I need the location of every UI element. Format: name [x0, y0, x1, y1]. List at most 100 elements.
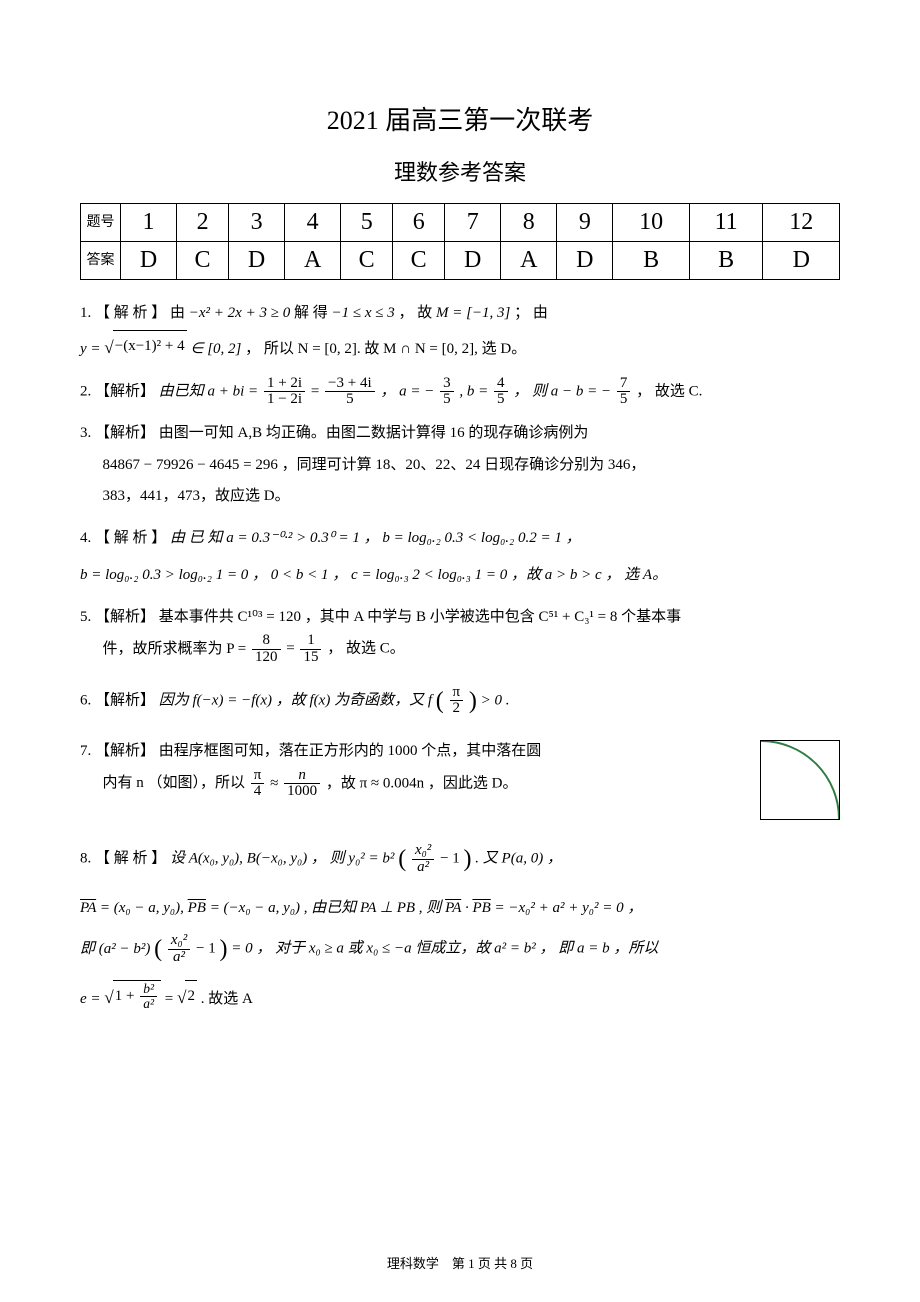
paren: ): [464, 846, 472, 872]
solution-6: 6. 【解析】 因为 f(−x) = −f(x) ，故 f(x) 为奇函数，又 …: [80, 676, 840, 726]
num-cell: 7: [445, 204, 501, 242]
row-header: 答案: [81, 242, 121, 280]
fraction: 75: [617, 376, 631, 409]
fraction: b²a²: [140, 982, 157, 1011]
num: 4: [494, 376, 508, 393]
q-no: 7.: [80, 743, 91, 759]
text: 基本事件共 C¹⁰³ = 120 ，其中 A 中学与 B 小学被选中包含 C⁵¹…: [159, 609, 681, 625]
num: x₀²: [168, 933, 190, 950]
ans-cell: C: [393, 242, 445, 280]
den: a²: [168, 950, 190, 966]
eq: =: [165, 991, 177, 1007]
num: π: [251, 768, 265, 785]
paren: ): [219, 936, 227, 962]
footer-text: 页 共: [475, 1256, 511, 1271]
num-cell: 11: [689, 204, 763, 242]
den: 5: [325, 392, 375, 408]
num-cell: 10: [613, 204, 689, 242]
radicand: 1 + b²a²: [113, 980, 161, 1013]
sqrt: 2: [177, 980, 197, 1016]
q-no: 4.: [80, 530, 91, 546]
text: = 0 ， 对于 x₀ ≥ a 或 x₀ ≤ −a 恒成立，故 a² = b² …: [231, 941, 658, 957]
num-cell: 1: [121, 204, 177, 242]
q-no: 3.: [80, 425, 91, 441]
text: 设 A(x₀, y₀), B(−x₀, y₀) ， 则 y₀² = b²: [170, 851, 394, 867]
ans-cell: D: [557, 242, 613, 280]
fraction: 45: [494, 376, 508, 409]
text: 解 得: [294, 305, 328, 321]
solution-4: 4. 【 解 析 】 由 已 知 a = 0.3⁻⁰·² > 0.3⁰ = 1 …: [80, 523, 840, 592]
ans-cell: C: [177, 242, 229, 280]
page-title: 2021 届高三第一次联考: [80, 100, 840, 137]
den: 5: [617, 392, 631, 408]
sqrt: 1 + b²a²: [104, 980, 161, 1016]
num-cell: 4: [285, 204, 341, 242]
num-cell: 8: [501, 204, 557, 242]
arc-icon: [761, 741, 839, 819]
eq: =: [311, 383, 323, 399]
q-no: 5.: [80, 609, 91, 625]
text: 由: [170, 305, 185, 321]
den: 2: [450, 701, 464, 717]
num-cell: 5: [341, 204, 393, 242]
ans-cell: D: [121, 242, 177, 280]
text: ， 所以 N = [0, 2]. 故 M ∩ N = [0, 2], 选 D。: [245, 341, 526, 357]
num-cell: 6: [393, 204, 445, 242]
expr: y =: [80, 341, 104, 357]
answer-table: 题号 1 2 3 4 5 6 7 8 9 10 11 12 答案 D C D A…: [80, 203, 840, 280]
text: b = log₀.₂ 0.3 > log₀.₂ 1 = 0 ， 0 < b < …: [80, 560, 840, 592]
text: 因为 f(−x) = −f(x) ，故 f(x) 为奇函数，又 f: [159, 692, 432, 708]
text: ， 故: [398, 305, 432, 321]
ans-cell: B: [613, 242, 689, 280]
num: 1 + 2i: [264, 376, 305, 393]
num: x₀²: [412, 843, 434, 860]
lead: 【解析】: [95, 743, 155, 759]
paren: (: [436, 688, 444, 714]
text: 由 已 知 a = 0.3⁻⁰·² > 0.3⁰ = 1 ， b = log₀.…: [170, 530, 581, 546]
ans-cell: D: [445, 242, 501, 280]
fraction: 1 + 2i1 − 2i: [264, 376, 305, 409]
q-no: 6.: [80, 692, 91, 708]
lead: 【解析】: [95, 383, 155, 399]
text: 383，441，473，故应选 D。: [103, 488, 290, 504]
page-footer: 理科数学 第 1 页 共 8 页: [0, 1253, 920, 1272]
num: 7: [617, 376, 631, 393]
num: 8: [252, 633, 281, 650]
fraction: −3 + 4i5: [325, 376, 375, 409]
lead: 【 解 析 】: [95, 305, 166, 321]
q-no: 2.: [80, 383, 91, 399]
text: . 故选 A: [201, 991, 253, 1007]
ans-cell: A: [285, 242, 341, 280]
num: n: [284, 768, 320, 785]
den: 5: [494, 392, 508, 408]
lead: 【解析】: [95, 609, 155, 625]
solution-8: 8. 【 解 析 】 设 A(x₀, y₀), B(−x₀, y₀) ， 则 y…: [80, 834, 840, 1017]
fraction: 35: [440, 376, 454, 409]
paren: (: [154, 936, 162, 962]
expr: −x² + 2x + 3 ≥ 0: [189, 305, 294, 321]
radicand: 2: [185, 980, 197, 1013]
text: ，故 π ≈ 0.004n ，因此选 D。: [326, 775, 518, 791]
lead: 【 解 析 】: [95, 530, 166, 546]
ans-cell: C: [341, 242, 393, 280]
q-no: 8.: [80, 851, 91, 867]
lead: 【解析】: [95, 425, 155, 441]
text: − 1: [440, 851, 460, 867]
text: ； 由: [514, 305, 548, 321]
den: 5: [440, 392, 454, 408]
fraction: 8120: [252, 633, 281, 666]
paren: (: [398, 846, 406, 872]
num-cell: 2: [177, 204, 229, 242]
text: 即 (a² − b²): [80, 934, 150, 966]
text: , b =: [459, 383, 492, 399]
footer-text: 理科数学 第: [387, 1256, 468, 1271]
table-row: 答案 D C D A C C D A D B B D: [81, 242, 840, 280]
num-cell: 12: [763, 204, 840, 242]
page-subtitle: 理数参考答案: [80, 155, 840, 187]
solution-5: 5. 【解析】 基本事件共 C¹⁰³ = 120 ，其中 A 中学与 B 小学被…: [80, 602, 840, 666]
text: PA = (x₀ − a, y₀), PB = (−x₀ − a, y₀) , …: [80, 893, 642, 925]
text: ， 则 a − b = −: [513, 383, 611, 399]
text: . 又 P(a, 0) ，: [475, 851, 562, 867]
den: a²: [412, 860, 434, 876]
num: −3 + 4i: [325, 376, 375, 393]
